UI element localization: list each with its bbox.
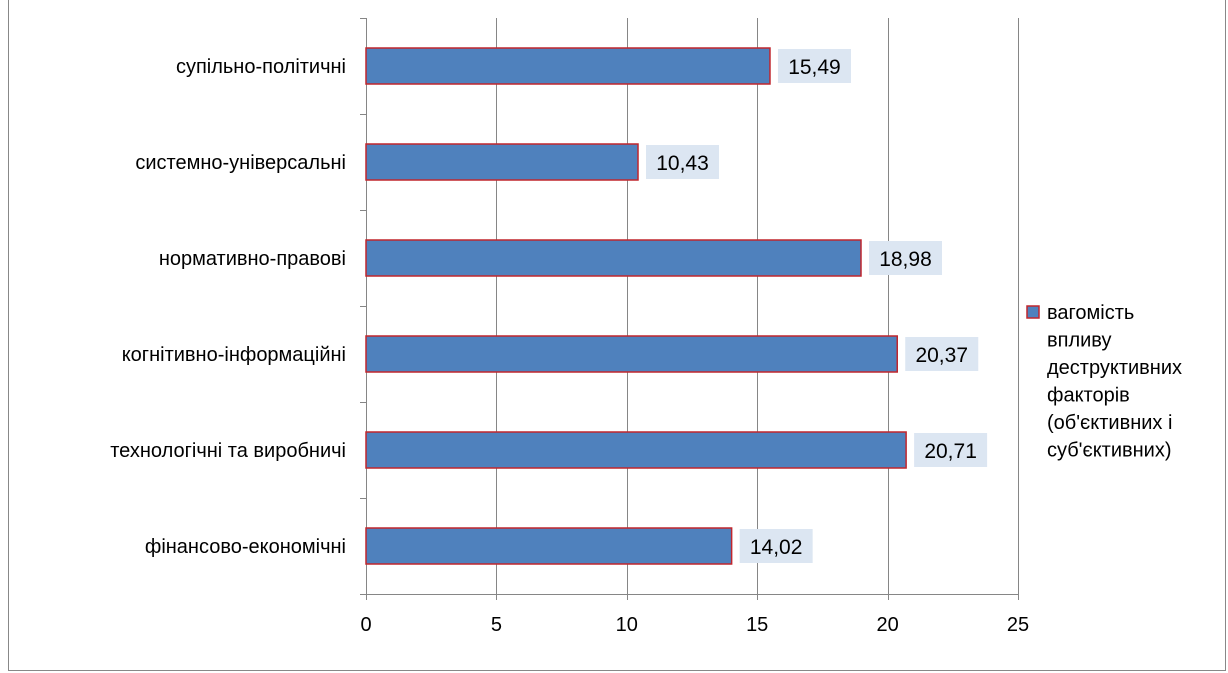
data-label: 18,98 [879,248,932,271]
legend-label: суб'єктивних) [1047,440,1172,462]
category-label: когнітивно-інформаційні [122,344,346,366]
data-label-background [905,337,979,371]
legend-label: факторів [1047,385,1130,407]
bar [365,239,862,277]
data-label: 15,49 [788,56,841,79]
data-label: 20,71 [924,440,977,463]
category-label: системно-універсальні [135,152,346,174]
x-tick-label: 5 [491,614,502,636]
legend-label: впливу [1047,330,1111,352]
legend-label: (об'єктивних і [1047,412,1172,434]
data-label: 20,37 [915,344,968,367]
x-tick-label: 10 [616,614,638,636]
x-tick-label: 0 [360,614,371,636]
bar [365,143,639,181]
legend-label: деструктивних [1047,357,1182,379]
data-label-background [914,433,988,467]
category-label: нормативно-правові [159,248,346,270]
data-label: 10,43 [656,152,709,175]
data-label-background [646,145,720,179]
x-tick-label: 25 [1007,614,1029,636]
data-label: 14,02 [750,536,803,559]
bar [365,335,898,373]
bar [365,527,733,565]
category-label: фінансово-економічні [145,536,346,558]
bar [365,431,907,469]
legend-swatch [1026,305,1040,319]
data-label-background [777,49,851,83]
legend-label: вагомість [1047,302,1134,324]
data-label-background [868,241,942,275]
bar-chart: 0 5 10 15 20 25 фінансово-економічні 14,02 техно… [110,18,1182,636]
x-tick-label: 20 [876,614,898,636]
data-label-background [739,529,813,563]
chart-frame: 0 5 10 15 20 25 фінансово-економічні 14,02 техно… [8,0,1226,671]
category-label: технологічні та виробничі [110,440,346,462]
x-tick-label: 15 [746,614,768,636]
category-label: супільно-політичні [176,56,346,78]
bar [365,47,771,85]
